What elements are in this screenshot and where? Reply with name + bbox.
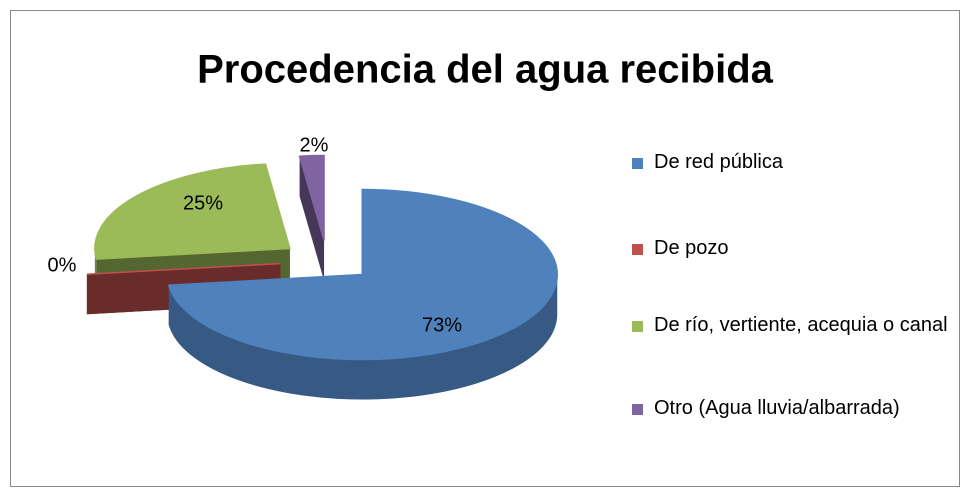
slice	[94, 163, 291, 260]
legend-swatch	[632, 244, 643, 255]
slice-side	[299, 156, 325, 281]
data-label: 25%	[183, 192, 223, 214]
slice	[167, 188, 558, 361]
slice	[298, 154, 325, 241]
legend-swatch	[632, 158, 643, 169]
legend-label: De red pública	[654, 151, 783, 173]
legend-label: Otro (Agua lluvia/albarrada)	[654, 397, 900, 419]
data-label: 0%	[48, 254, 77, 276]
slice-wall	[168, 274, 558, 400]
data-label: 2%	[300, 134, 329, 156]
legend-label: De río, vertiente, acequia o canal	[654, 314, 948, 336]
chart-title: Procedencia del agua recibida	[197, 48, 774, 92]
legend-swatch	[632, 404, 643, 415]
legend-label: De pozo	[654, 237, 729, 259]
legend-swatch	[632, 321, 643, 332]
data-label: 73%	[422, 314, 462, 336]
